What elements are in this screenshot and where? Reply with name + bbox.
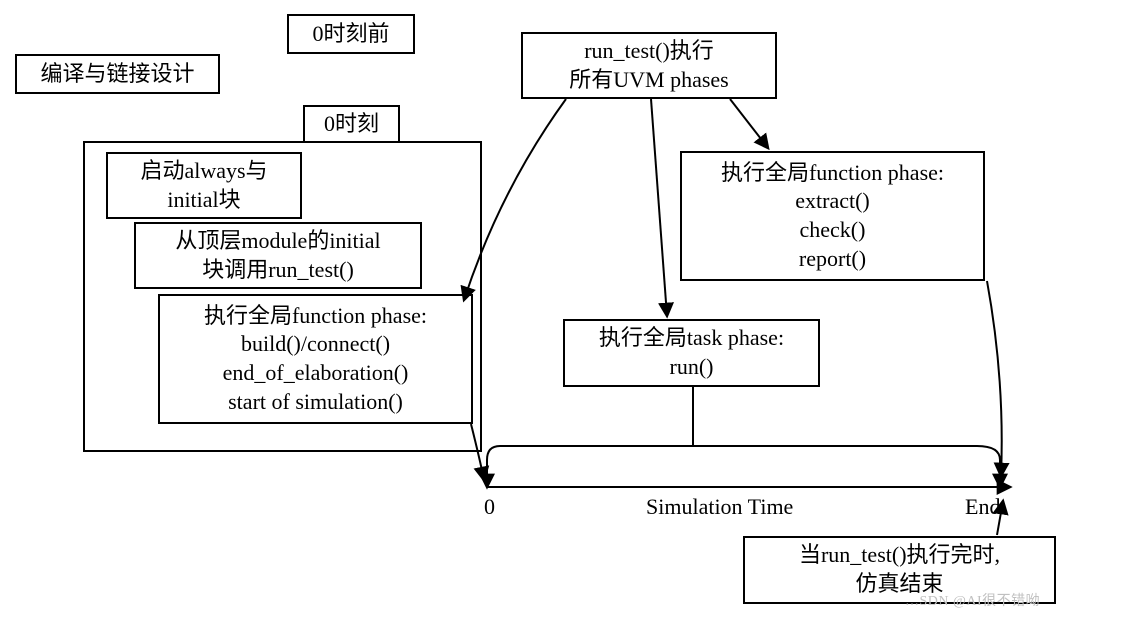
node-call-runtest: 从顶层module的initial 块调用run_test()	[134, 222, 422, 289]
text: 编译与链接设计	[40, 60, 194, 89]
node-pre0-label: 0时刻前	[287, 14, 415, 54]
line1: 当run_test()执行完时,	[799, 541, 1000, 570]
axis-label-mid: Simulation Time	[646, 494, 793, 520]
line3: check()	[800, 216, 866, 245]
line1: 从顶层module的initial	[175, 227, 380, 256]
line2: 所有UVM phases	[569, 66, 729, 95]
bracket-left-curve	[487, 446, 500, 487]
line4: start of simulation()	[228, 388, 403, 417]
watermark: …SDN @AI很不错呦	[905, 590, 1040, 610]
line2: run()	[670, 353, 714, 382]
node-runtest-top: run_test()执行 所有UVM phases	[521, 32, 777, 99]
edge-runtest-to-func2	[730, 99, 768, 148]
axis-label-zero: 0	[484, 494, 495, 520]
line1: 执行全局function phase:	[204, 302, 427, 331]
node-time0-label: 0时刻	[303, 105, 400, 143]
line4: report()	[799, 245, 866, 274]
node-start-blocks: 启动always与 initial块	[106, 152, 302, 219]
line1: 执行全局task phase:	[599, 324, 784, 353]
edge-runtest-to-task	[651, 99, 667, 316]
text: 0时刻	[324, 110, 379, 139]
line1: 执行全局function phase:	[721, 159, 944, 188]
edge-func2-to-end	[987, 281, 1002, 476]
line1: run_test()执行	[584, 37, 714, 66]
line2: extract()	[795, 187, 870, 216]
line2: initial块	[167, 186, 240, 215]
line3: end_of_elaboration()	[223, 359, 409, 388]
node-compile: 编译与链接设计	[15, 54, 220, 94]
node-exec-func1: 执行全局function phase: build()/connect() en…	[158, 294, 473, 424]
text: 0时刻前	[312, 20, 389, 49]
node-exec-task: 执行全局task phase: run()	[563, 319, 820, 387]
node-exec-func2: 执行全局function phase: extract() check() re…	[680, 151, 985, 281]
line1: 启动always与	[140, 157, 267, 186]
line2: build()/connect()	[241, 330, 390, 359]
axis-label-end: End	[965, 494, 1000, 520]
bracket-right-curve	[977, 446, 1000, 487]
line2: 块调用run_test()	[202, 256, 354, 285]
